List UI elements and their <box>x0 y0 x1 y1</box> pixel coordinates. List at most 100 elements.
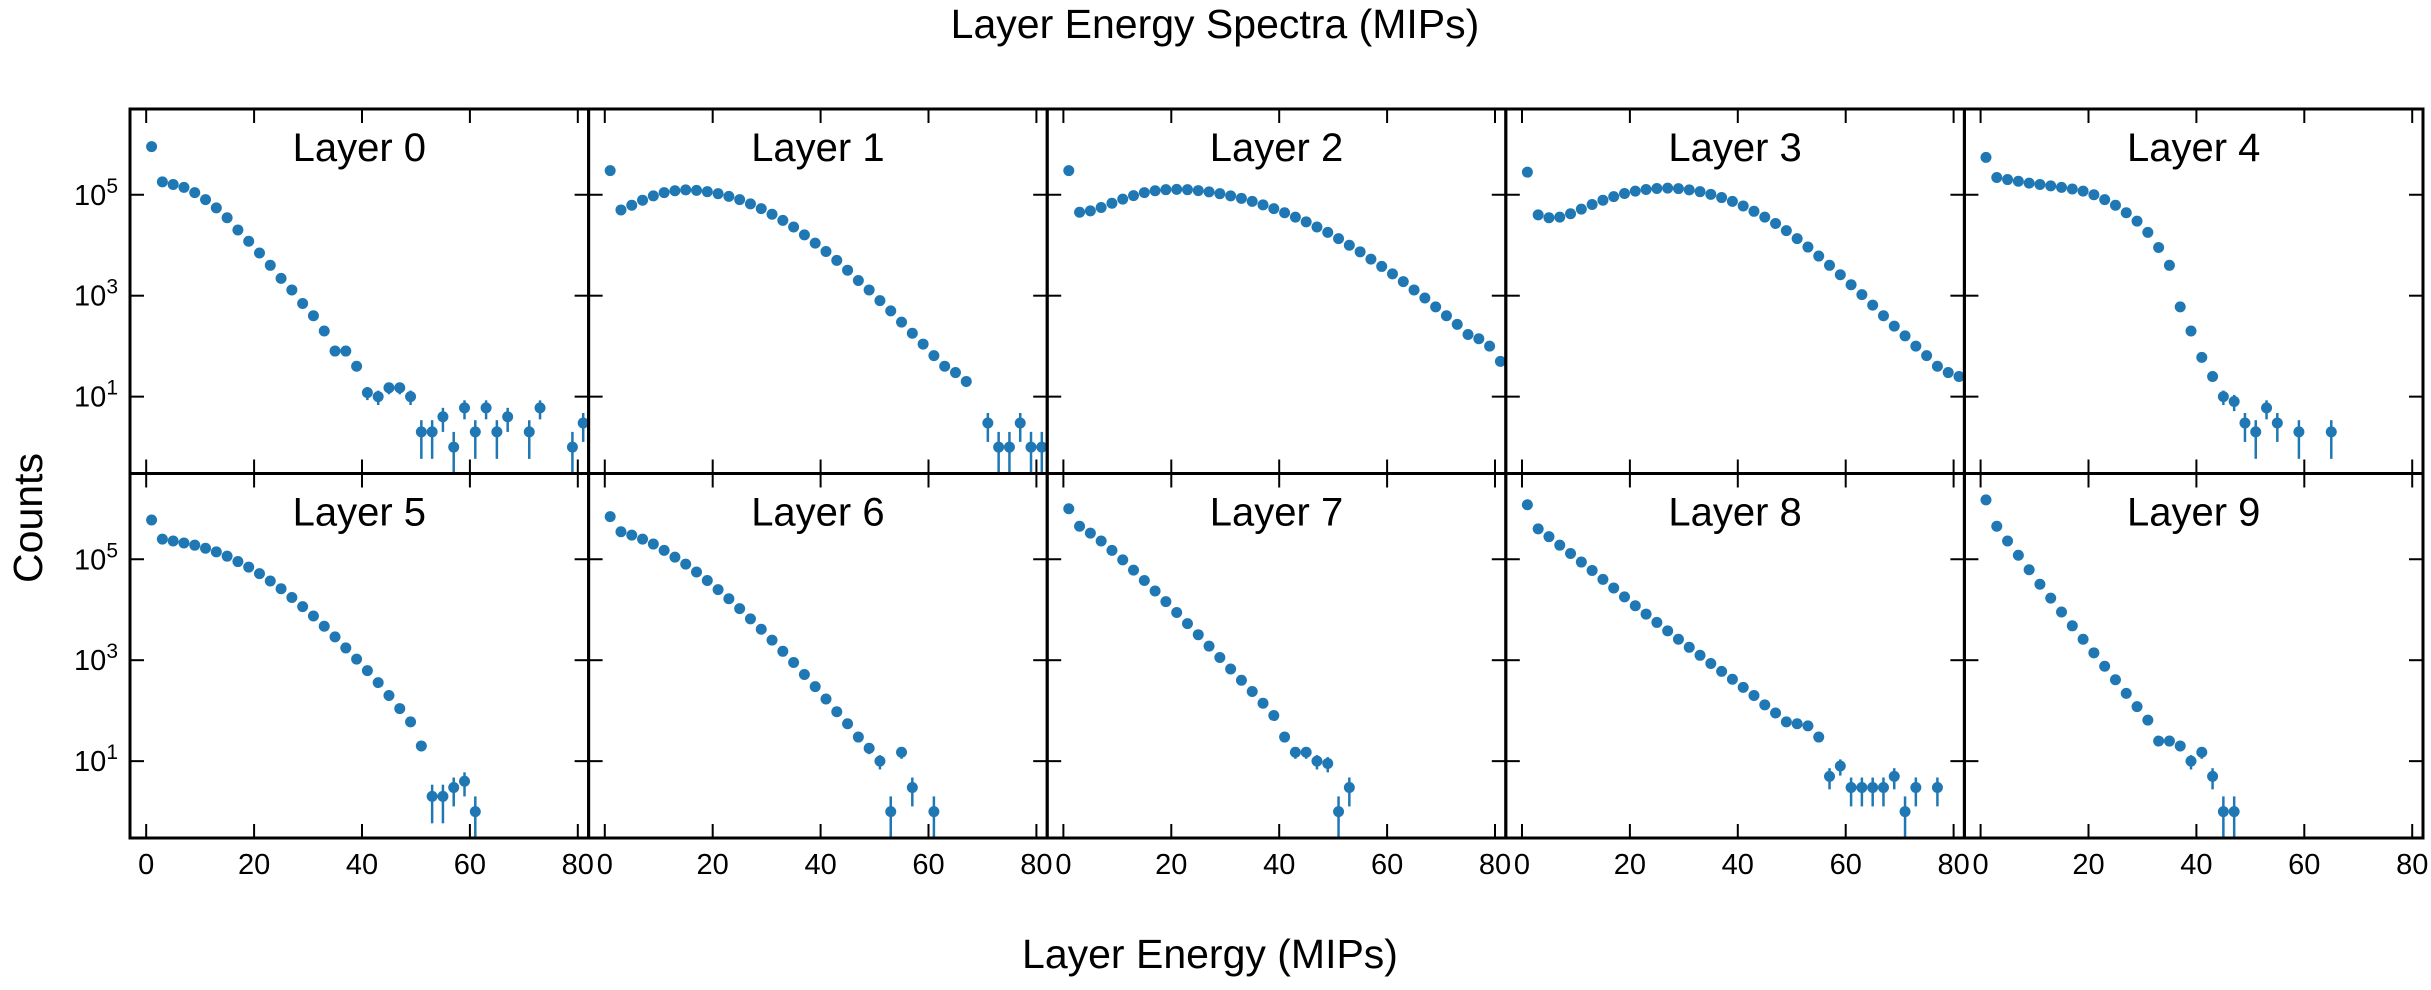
data-point <box>1343 239 1355 251</box>
panel-title: Layer 2 <box>1210 126 1343 170</box>
data-point <box>469 426 481 438</box>
data-point <box>798 669 810 681</box>
data-point <box>680 558 692 570</box>
data-point <box>1543 212 1555 224</box>
data-point <box>2325 426 2337 438</box>
data-point <box>906 782 918 794</box>
data-point <box>896 746 908 758</box>
data-point <box>318 325 330 337</box>
panel-4: Layer 4 <box>1962 107 2425 475</box>
x-tick-label: 20 <box>238 849 270 881</box>
panel-1-points <box>604 165 1048 474</box>
data-point <box>1268 203 1280 215</box>
data-point <box>766 634 778 646</box>
y-tick-label: 105 <box>74 539 118 576</box>
data-point <box>405 716 417 728</box>
data-point <box>1440 310 1452 322</box>
data-point <box>189 539 201 551</box>
data-point <box>243 235 255 247</box>
data-point <box>1117 554 1129 566</box>
data-point <box>1770 707 1782 719</box>
data-point <box>491 426 503 438</box>
panel-title: Layer 4 <box>2127 126 2260 170</box>
data-point <box>1268 710 1280 722</box>
data-point <box>2109 199 2121 211</box>
data-point <box>1834 760 1846 772</box>
data-point <box>1225 663 1237 675</box>
data-point <box>1824 770 1836 782</box>
data-point <box>960 375 972 387</box>
data-point <box>1910 340 1922 352</box>
data-point <box>788 657 800 669</box>
data-point <box>1991 171 2003 183</box>
y-tick-label: 105 <box>74 175 118 212</box>
data-point <box>1748 689 1760 701</box>
data-point <box>1181 618 1193 630</box>
data-point <box>1521 499 1533 511</box>
data-point <box>1716 192 1728 204</box>
data-point <box>1748 205 1760 217</box>
x-tick-label: 40 <box>804 849 836 881</box>
data-point <box>426 790 438 802</box>
data-point <box>766 208 778 220</box>
data-point <box>405 391 417 403</box>
data-point <box>1975 376 1986 387</box>
panel-frame <box>1962 472 2425 840</box>
data-point <box>2077 185 2089 197</box>
data-point <box>885 305 897 317</box>
data-point <box>2066 183 2078 195</box>
data-point <box>1980 151 1992 163</box>
data-point <box>1322 226 1334 238</box>
data-point <box>939 360 951 372</box>
data-point <box>1451 318 1463 330</box>
data-point <box>534 402 546 414</box>
data-point <box>928 350 940 362</box>
data-point <box>863 284 875 296</box>
x-tick-label: 0 <box>1973 849 1989 881</box>
data-point <box>1565 547 1577 559</box>
x-tick-label: 0 <box>1055 849 1071 881</box>
data-point <box>1726 195 1738 207</box>
data-point <box>1419 292 1431 304</box>
data-point <box>1171 183 1183 195</box>
data-point <box>448 782 460 794</box>
data-point <box>329 345 341 357</box>
data-point <box>906 327 918 339</box>
data-point <box>1063 165 1075 177</box>
data-point <box>480 402 492 414</box>
data-point <box>2163 735 2175 747</box>
data-point <box>1333 806 1345 818</box>
data-point <box>1651 182 1663 194</box>
panel-9-points <box>1980 494 2240 838</box>
data-point <box>2131 215 2143 227</box>
data-point <box>604 165 616 177</box>
panel-3-points <box>1521 166 1986 387</box>
data-point <box>210 202 222 214</box>
data-point <box>156 176 168 188</box>
data-point <box>1629 600 1641 612</box>
data-point <box>1300 746 1312 758</box>
data-point <box>2002 174 2014 186</box>
data-point <box>2120 207 2132 219</box>
data-point <box>210 546 222 558</box>
panel-8-points <box>1521 499 1943 838</box>
data-point <box>1856 289 1868 301</box>
data-point <box>1683 184 1695 196</box>
data-point <box>297 298 309 310</box>
data-point <box>723 593 735 605</box>
data-point <box>1003 441 1015 453</box>
x-tick-label: 20 <box>1155 849 1187 881</box>
data-point <box>1311 221 1323 233</box>
data-point <box>1899 806 1911 818</box>
data-point <box>1484 340 1496 352</box>
data-point <box>1532 209 1544 221</box>
data-point <box>469 806 481 818</box>
data-point <box>1289 746 1301 758</box>
data-point <box>1149 185 1161 197</box>
data-point <box>712 584 724 596</box>
data-point <box>669 185 681 197</box>
data-point <box>2099 194 2111 206</box>
data-point <box>1931 360 1943 372</box>
data-point <box>383 382 395 394</box>
data-point <box>1834 269 1846 281</box>
